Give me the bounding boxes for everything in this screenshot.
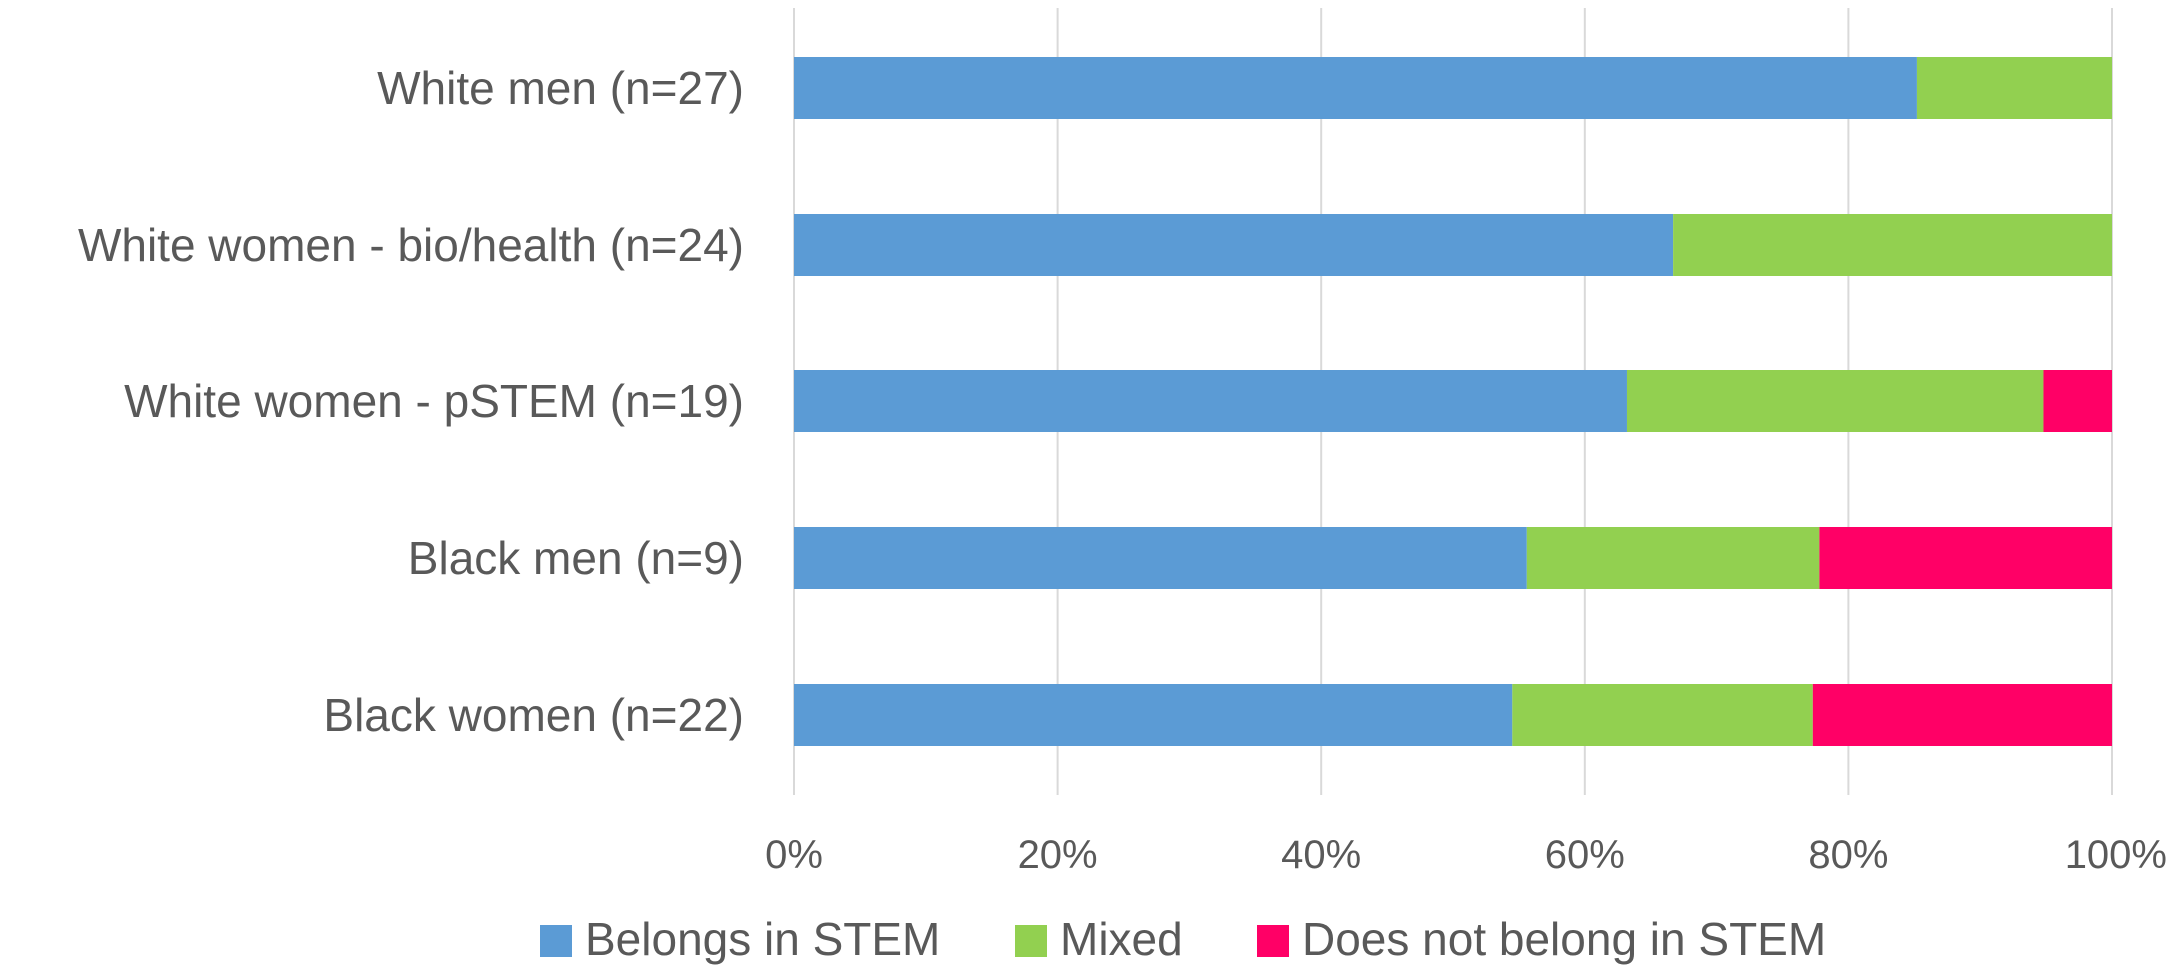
x-tick-label: 0% bbox=[765, 833, 823, 877]
category-labels: White men (n=27) White women - bio/health… bbox=[78, 62, 744, 741]
bar-segment bbox=[1526, 527, 1820, 589]
legend-swatch bbox=[1257, 925, 1289, 957]
bar-segment bbox=[1812, 684, 2112, 746]
x-axis-tick-labels: 0% 20% 40% 60% 80% 100% bbox=[765, 833, 2167, 877]
bar-segment bbox=[1626, 370, 2044, 432]
bar-segment bbox=[794, 370, 1627, 432]
x-tick-label: 40% bbox=[1281, 833, 1361, 877]
bar-segment bbox=[2043, 370, 2112, 432]
category-label: Black women (n=22) bbox=[323, 689, 744, 741]
bar-segment bbox=[794, 527, 1527, 589]
legend-swatch bbox=[540, 925, 572, 957]
x-tick-label: 100% bbox=[2065, 833, 2167, 877]
category-label: Black men (n=9) bbox=[408, 532, 744, 584]
category-label: White women - pSTEM (n=19) bbox=[124, 375, 744, 427]
legend-label: Belongs in STEM bbox=[585, 913, 940, 965]
legend-swatch bbox=[1015, 925, 1047, 957]
bar-segment bbox=[1512, 684, 1813, 746]
bar-segment bbox=[1673, 214, 2112, 276]
bar-segment bbox=[1916, 57, 2112, 119]
bars bbox=[794, 57, 2112, 746]
x-tick-label: 20% bbox=[1018, 833, 1098, 877]
x-tick-label: 60% bbox=[1545, 833, 1625, 877]
bar-segment bbox=[794, 214, 1674, 276]
legend: Belongs in STEM Mixed Does not belong in S… bbox=[540, 913, 1826, 965]
category-label: White men (n=27) bbox=[377, 62, 744, 114]
legend-label: Mixed bbox=[1060, 913, 1183, 965]
x-tick-label: 80% bbox=[1808, 833, 1888, 877]
bar-segment bbox=[1819, 527, 2112, 589]
bar-segment bbox=[794, 57, 1917, 119]
legend-label: Does not belong in STEM bbox=[1302, 913, 1826, 965]
bar-segment bbox=[794, 684, 1513, 746]
category-label: White women - bio/health (n=24) bbox=[78, 219, 744, 271]
